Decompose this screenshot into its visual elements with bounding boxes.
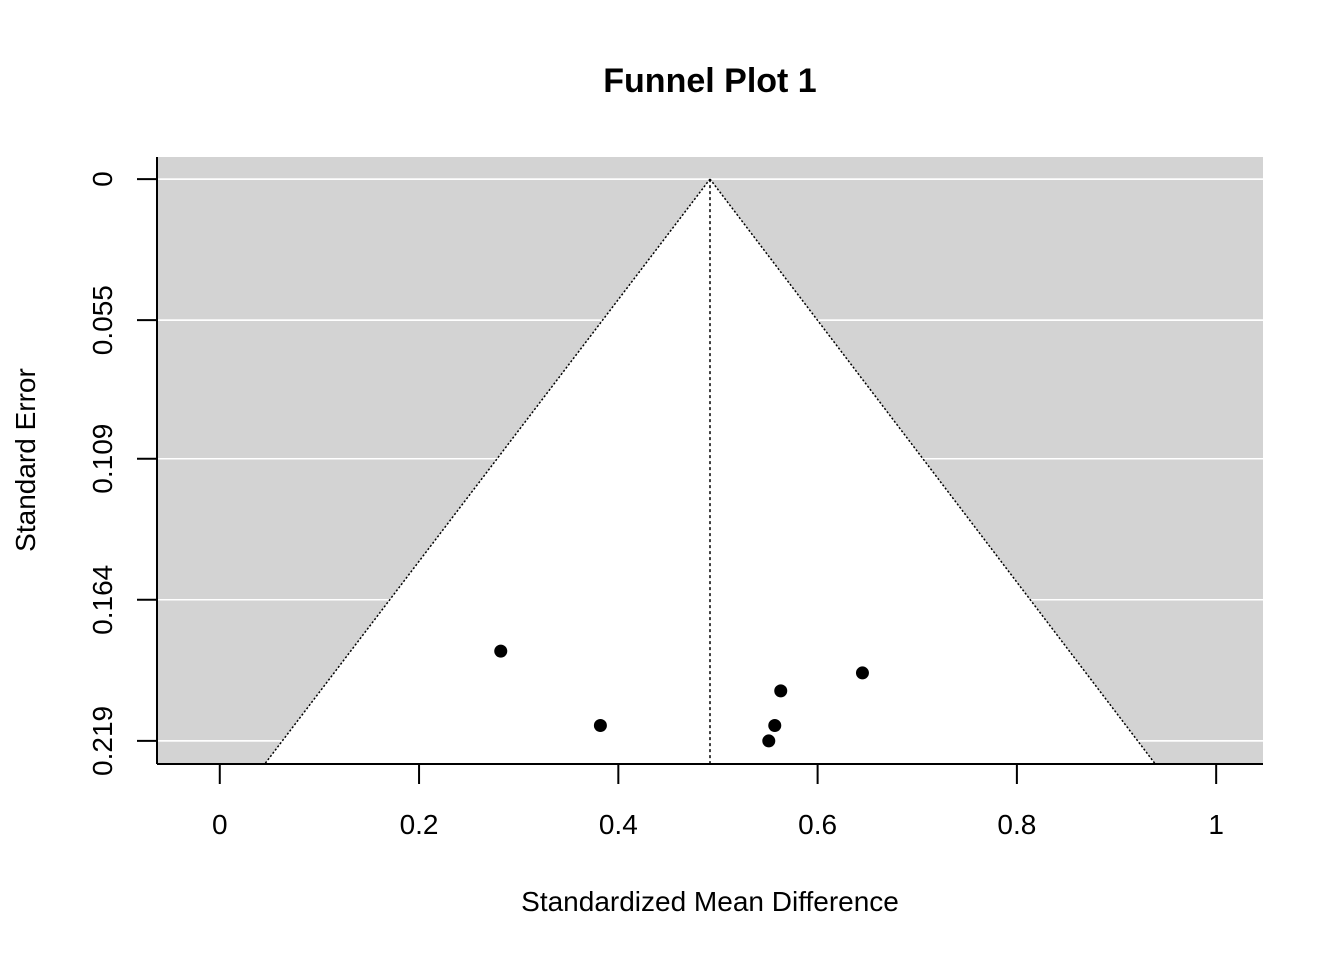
x-tick-label: 0.4	[599, 809, 638, 840]
data-point	[768, 719, 782, 733]
y-tick-label: 0.109	[87, 424, 118, 494]
chart-title: Funnel Plot 1	[603, 62, 816, 100]
data-point	[774, 684, 788, 698]
x-tick-label: 0.6	[798, 809, 837, 840]
y-tick-label: 0.164	[87, 565, 118, 635]
y-tick-label: 0.055	[87, 285, 118, 355]
x-tick-label: 0.2	[400, 809, 439, 840]
x-tick-label: 0.8	[997, 809, 1036, 840]
y-axis: 0 0.055 0.109 0.164 0.219	[87, 157, 158, 776]
data-point	[593, 719, 607, 733]
x-tick-label: 0	[212, 809, 228, 840]
data-point	[762, 734, 776, 748]
funnel-left-line	[264, 178, 711, 765]
funnel-region	[264, 179, 1156, 764]
x-axis: 0 0.2 0.4 0.6 0.8 1	[157, 763, 1263, 840]
y-axis-label: Standard Error	[10, 368, 41, 552]
x-axis-label: Standardized Mean Difference	[521, 886, 899, 917]
y-tick-label: 0.219	[87, 706, 118, 776]
funnel-right-line	[709, 178, 1156, 765]
x-tick-label: 1	[1208, 809, 1224, 840]
data-point	[855, 666, 869, 680]
data-point	[494, 644, 508, 658]
y-tick-label: 0	[87, 171, 118, 187]
plot-area	[157, 157, 1263, 765]
